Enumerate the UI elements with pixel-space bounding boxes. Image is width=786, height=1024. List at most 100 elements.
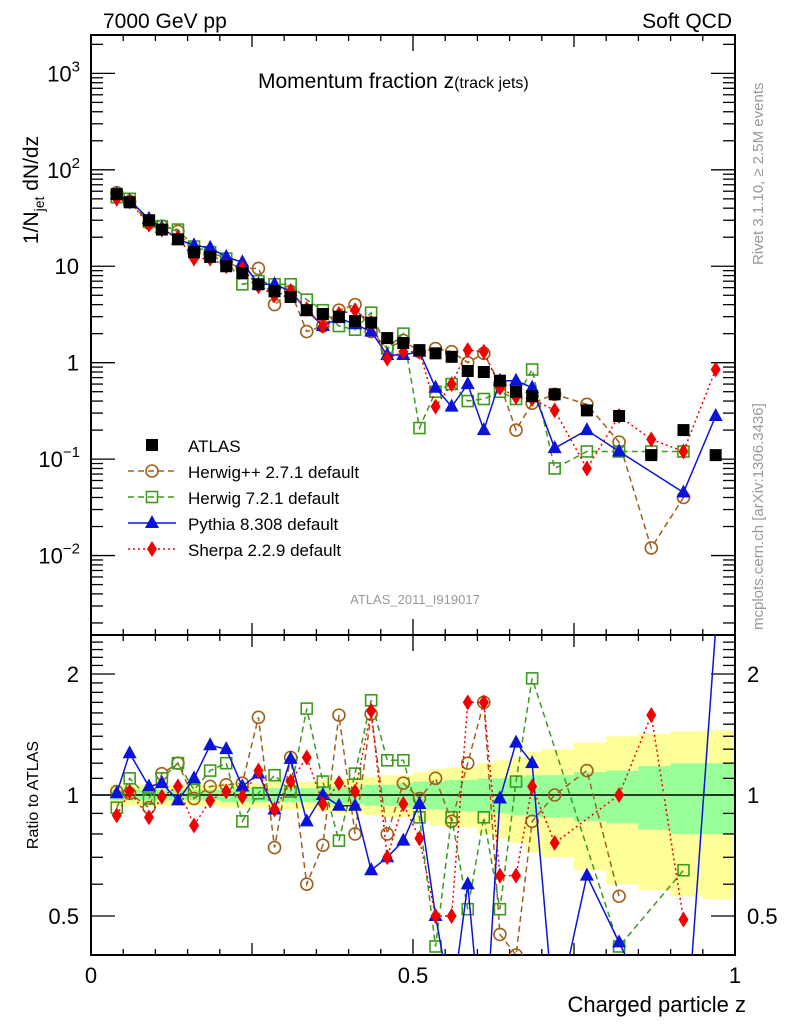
ratio-data-point (460, 876, 475, 890)
series-layer (109, 185, 723, 1024)
ratio-data-point (460, 756, 475, 770)
ratio-data-point (396, 832, 411, 846)
ratio-data-point (299, 877, 314, 891)
x-tick-label: 0.5 (398, 963, 429, 988)
ratio-data-point (221, 783, 232, 800)
main-data-point (413, 344, 426, 357)
ratio-data-point (478, 694, 489, 711)
ratio-data-point (253, 762, 264, 779)
main-data-point (350, 302, 361, 319)
ratio-data-point (430, 908, 441, 925)
main-data-point (613, 409, 626, 422)
ratio-data-point (493, 902, 507, 916)
legend-item: Sherpa 2.2.9 default (128, 541, 341, 560)
ratio-data-point (348, 827, 362, 841)
ratio-data-point (219, 741, 234, 755)
ratio-data-point (332, 834, 346, 847)
main-data-point (710, 361, 721, 378)
main-data-point (220, 260, 233, 273)
ratio-data-point (124, 783, 135, 800)
main-data-point (525, 363, 539, 376)
main-data-point (332, 310, 345, 323)
y-tick-label: 10 (55, 254, 79, 279)
legend-label: ATLAS (188, 437, 241, 456)
rivet-version-text: Rivet 3.1.10, ≥ 2.5M events (750, 83, 767, 266)
main-data-point (548, 388, 561, 401)
main-data-point (219, 248, 234, 262)
ratio-data-point (141, 778, 156, 792)
y-tick-label: 10−1 (38, 444, 80, 472)
ratio-data-point (527, 778, 538, 795)
ratio-data-point (511, 867, 522, 884)
main-data-point (428, 379, 443, 393)
legend: ATLAS Herwig++ 2.7.1 default Herwig 7.2.1 … (128, 437, 359, 560)
ratio-data-point (205, 792, 216, 809)
main-data-point (645, 449, 658, 462)
main-data-point (382, 350, 393, 367)
ratio-data-point (494, 867, 505, 884)
ratio-data-point (187, 791, 201, 806)
main-data-point (188, 246, 201, 259)
ratio-data-point (397, 753, 410, 767)
ratio-data-point (509, 775, 523, 788)
main-data-point (708, 407, 723, 421)
main-data-point (478, 343, 489, 360)
main-data-point (204, 250, 217, 263)
ratio-data-point (203, 737, 218, 751)
ratio-data-point (548, 1016, 562, 1024)
ratio-data-point (509, 734, 524, 748)
ratio-data-point (493, 927, 507, 942)
ratio-data-point (612, 934, 627, 948)
green-band-bin (670, 763, 704, 834)
main-data-point (446, 376, 457, 393)
ratio-data-point (154, 775, 169, 789)
ratio-data-point (461, 902, 475, 916)
ratio-data-point (317, 795, 328, 812)
ratio-data-point (252, 786, 265, 800)
main-data-point (397, 336, 410, 349)
ratio-data-point (267, 840, 282, 855)
y-tick-label: 102 (47, 155, 80, 183)
ratio-y-tick-label-right: 1 (747, 783, 759, 808)
ratio-data-point (143, 809, 154, 826)
ratio-data-point (525, 755, 540, 769)
main-series-line (116, 196, 684, 470)
ratio-y-axis-label: Ratio to ATLAS (25, 741, 42, 849)
main-data-point (525, 379, 540, 393)
legend-item: ATLAS (146, 437, 241, 456)
ratio-data-point (380, 827, 395, 841)
ratio-data-point (236, 815, 249, 828)
ratio-data-point (122, 745, 137, 759)
main-data-point (429, 347, 442, 360)
ratio-data-point (237, 788, 248, 805)
ratio-series-3 (111, 694, 689, 928)
main-data-point (477, 366, 490, 379)
main-data-point (110, 188, 123, 201)
ylabel-rest: dN/dz (20, 136, 43, 197)
main-data-point (547, 440, 562, 454)
x-tick-label: 1 (729, 963, 741, 988)
main-data-point (236, 267, 249, 280)
main-data-point (460, 376, 475, 390)
main-series-line (116, 198, 717, 470)
ratio-data-point (477, 811, 491, 824)
mcplots-reference-text: mcplots.cern.ch [arXiv:1306.3436] (750, 403, 767, 630)
ratio-data-point (301, 749, 312, 766)
analysis-watermark: ATLAS_2011_I919017 (350, 592, 480, 607)
x-tick-label: 0 (85, 963, 97, 988)
legend-label: Herwig++ 2.7.1 default (188, 463, 359, 482)
ratio-data-point (445, 997, 459, 1010)
ratio-data-point (203, 764, 217, 777)
main-data-point (646, 431, 657, 448)
ratio-data-point (547, 788, 562, 802)
main-data-point (268, 285, 281, 298)
ratio-data-point (580, 763, 594, 778)
legend-marker (146, 439, 158, 451)
ratio-data-point (300, 702, 314, 715)
main-data-point (548, 462, 561, 475)
legend-label: Pythia 8.308 default (188, 515, 339, 534)
main-data-point (510, 385, 523, 398)
y-tick-label: 10−2 (38, 541, 80, 569)
